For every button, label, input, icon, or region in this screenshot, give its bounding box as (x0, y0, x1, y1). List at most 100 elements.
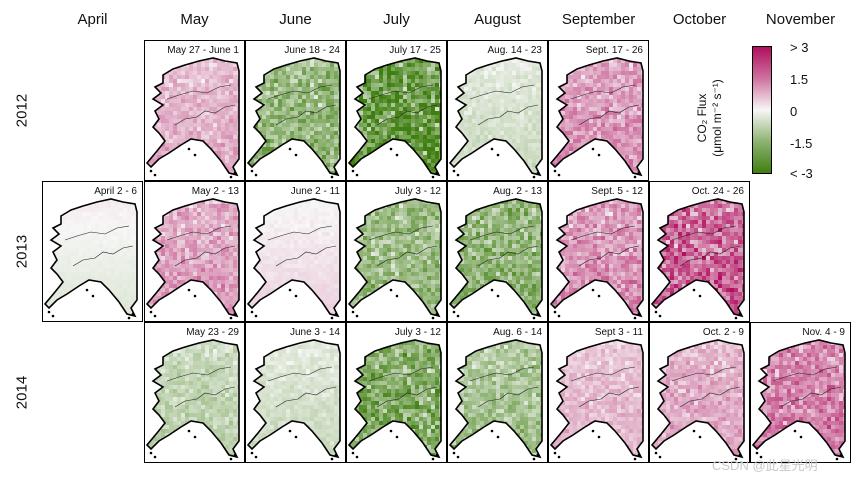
alaska-flux-map (650, 339, 745, 461)
map-panel-2014-november: Nov. 4 - 9 (750, 322, 851, 463)
year-label-2012: 2012 (13, 93, 31, 127)
alaska-outline (549, 339, 644, 459)
island-dot (553, 169, 557, 173)
colorbar (752, 46, 772, 174)
island-dot (334, 312, 338, 316)
colorbar-tick-min: < -3 (790, 166, 813, 181)
flux-cells (45, 199, 137, 316)
alaska-outline (246, 198, 341, 318)
island-dot (187, 429, 191, 433)
island-dot (532, 457, 536, 461)
region-boundary-north (570, 225, 636, 241)
colorbar-tick-1-5: 1.5 (790, 72, 809, 87)
island-dot (738, 312, 742, 316)
alaska-flux-map (347, 57, 442, 179)
map-panel-2013-september: Sept. 5 - 12 (548, 181, 649, 322)
island-dot (658, 455, 662, 459)
island-dot (698, 435, 702, 439)
region-boundary-south (275, 386, 337, 408)
island-dot (85, 288, 89, 292)
island-dot (456, 314, 460, 318)
island-dot (496, 294, 500, 298)
island-dot (229, 316, 233, 320)
island-dot (47, 310, 51, 314)
island-dot (591, 429, 595, 433)
map-panel-2012-july: July 17 - 25 (346, 40, 447, 181)
region-boundary-south (275, 104, 337, 126)
region-boundary-south (679, 245, 741, 267)
island-dot (557, 314, 561, 318)
month-label-may: May (180, 11, 209, 28)
island-dot (658, 314, 662, 318)
region-boundary-south (477, 386, 539, 408)
island-dot (254, 455, 258, 459)
island-dot (734, 316, 738, 320)
island-dot (532, 316, 536, 320)
island-dot (633, 316, 637, 320)
month-label-october: October (672, 11, 727, 28)
island-dot (799, 435, 803, 439)
island-dot (553, 310, 557, 314)
island-dot (835, 457, 839, 461)
island-dot (389, 147, 393, 151)
alaska-flux-map (448, 198, 543, 320)
alaska-flux-map (650, 198, 745, 320)
alaska-outline (347, 339, 442, 459)
alaska-outline (145, 198, 240, 318)
panel-date-label: Aug. 14 - 23 (487, 45, 542, 56)
panel-date-label: Nov. 4 - 9 (802, 327, 845, 338)
region-boundary-north (772, 366, 838, 382)
island-dot (233, 312, 237, 316)
alaska-flux-map (549, 198, 644, 320)
colorbar-title-line2: (μmol m⁻² s⁻¹) (710, 79, 724, 157)
island-dot (330, 175, 334, 179)
month-label-june: June (279, 11, 312, 28)
region-boundary-north (267, 225, 333, 241)
island-dot (431, 457, 435, 461)
map-panel-2012-may: May 27 - June 1 (144, 40, 245, 181)
island-dot (734, 457, 738, 461)
region-boundary-north (469, 366, 535, 382)
alaska-flux-map (145, 57, 240, 179)
island-dot (692, 429, 696, 433)
island-dot (250, 451, 254, 455)
panel-date-label: Aug. 2 - 13 (493, 186, 542, 197)
region-boundary-south (679, 386, 741, 408)
island-dot (229, 457, 233, 461)
alaska-flux-map (549, 339, 644, 461)
island-dot (591, 288, 595, 292)
island-dot (536, 171, 540, 175)
alaska-flux-map (751, 339, 846, 461)
island-dot (755, 451, 759, 455)
island-dot (389, 288, 393, 292)
flux-cells (551, 58, 643, 175)
region-boundary-south (780, 386, 842, 408)
month-label-april: April (77, 11, 108, 28)
island-dot (452, 451, 456, 455)
region-boundary-north (469, 84, 535, 100)
alaska-outline (448, 339, 543, 459)
island-dot (233, 171, 237, 175)
alaska-flux-map (448, 57, 543, 179)
alaska-outline (751, 339, 846, 459)
panel-date-label: Sept. 17 - 26 (585, 45, 643, 56)
alaska-outline (246, 57, 341, 177)
island-dot (153, 173, 157, 177)
island-dot (633, 457, 637, 461)
island-dot (456, 173, 460, 177)
alaska-outline (549, 198, 644, 318)
island-dot (456, 455, 460, 459)
panel-date-label: June 18 - 24 (284, 45, 340, 56)
region-boundary-south (477, 104, 539, 126)
flux-cells (349, 199, 441, 316)
island-dot (288, 429, 292, 433)
flux-cells (349, 340, 441, 457)
island-dot (51, 314, 55, 318)
island-dot (698, 294, 702, 298)
region-boundary-south (174, 386, 236, 408)
flux-cells (450, 340, 542, 457)
panel-date-label: July 3 - 12 (394, 327, 441, 338)
island-dot (597, 435, 601, 439)
region-boundary-north (469, 225, 535, 241)
island-dot (431, 316, 435, 320)
